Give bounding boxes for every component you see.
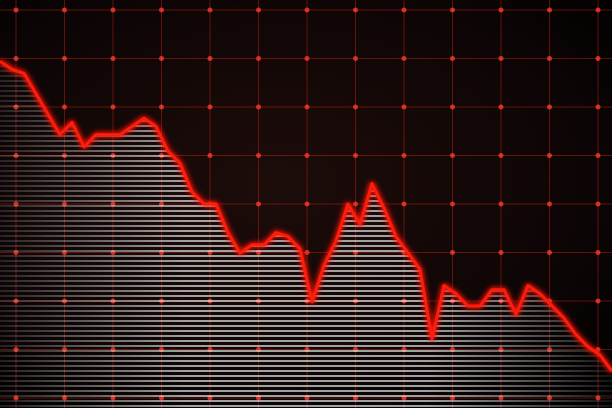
- grid-dot: [304, 250, 310, 255]
- grid-dot: [62, 56, 67, 61]
- grid-dot: [353, 7, 358, 13]
- grid-dot: [304, 56, 310, 61]
- grid-dot: [450, 7, 455, 13]
- grid-dot: [498, 56, 504, 61]
- grid-dot: [595, 250, 601, 255]
- grid-dot: [304, 104, 310, 110]
- grid-dot: [450, 153, 455, 158]
- grid-dot: [498, 250, 504, 255]
- grid-dot: [547, 201, 552, 207]
- grid-dot: [353, 56, 358, 61]
- grid-dot: [256, 104, 261, 110]
- grid-dot: [256, 153, 261, 158]
- grid-dot: [13, 7, 19, 13]
- grid-dot: [256, 56, 261, 61]
- plot: [0, 59, 612, 408]
- grid-dot: [595, 7, 601, 13]
- grid-dot: [595, 298, 601, 304]
- grid-dot: [256, 201, 261, 207]
- grid-dot: [401, 104, 407, 110]
- grid-dot: [595, 104, 601, 110]
- grid-dot: [401, 56, 407, 61]
- grid-dot: [450, 250, 455, 255]
- grid-dot: [207, 104, 213, 110]
- grid-dot: [595, 56, 601, 61]
- grid-dot: [353, 104, 358, 110]
- grid-dot: [547, 250, 552, 255]
- grid-dot: [304, 153, 310, 158]
- grid-dot: [62, 104, 67, 110]
- grid-dot: [207, 56, 213, 61]
- grid-dot: [110, 104, 116, 110]
- area: [0, 61, 612, 408]
- grid-dot: [450, 104, 455, 110]
- grid-dot: [159, 104, 164, 110]
- grid-dot: [595, 153, 601, 158]
- grid-dot: [304, 201, 310, 207]
- grid-dot: [498, 201, 504, 207]
- grid-dot: [401, 153, 407, 158]
- grid-dot: [353, 201, 358, 207]
- grid-dot: [304, 7, 310, 13]
- grid-dot: [207, 153, 213, 158]
- grid-dot: [353, 153, 358, 158]
- grid-dot: [159, 7, 164, 13]
- grid-dot: [110, 7, 116, 13]
- grid-dot: [547, 56, 552, 61]
- grid-dot: [450, 201, 455, 207]
- grid-dot: [595, 347, 601, 352]
- grid-dot: [547, 104, 552, 110]
- grid-dot: [498, 7, 504, 13]
- grid-dot: [498, 153, 504, 158]
- grid-dot: [110, 56, 116, 61]
- grid-dot: [547, 7, 552, 13]
- grid-dot: [595, 201, 601, 207]
- grid-dot: [256, 7, 261, 13]
- grid-dot: [498, 104, 504, 110]
- grid-dot: [207, 7, 213, 13]
- grid-dot: [401, 201, 407, 207]
- grid-dot: [62, 7, 67, 13]
- grid-dot: [13, 56, 19, 61]
- grid-dot: [401, 7, 407, 13]
- grid-dot: [547, 153, 552, 158]
- grid-dot: [450, 56, 455, 61]
- grid-dot: [159, 56, 164, 61]
- line: [0, 59, 612, 373]
